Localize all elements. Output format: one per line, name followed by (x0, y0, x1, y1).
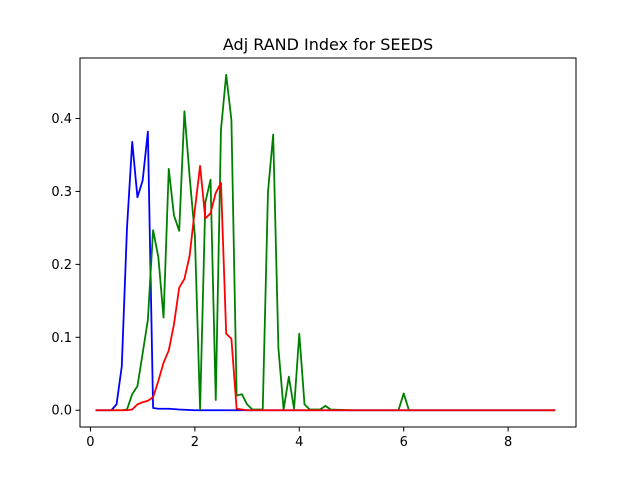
plot-area (80, 58, 576, 427)
y-tick-label: 0.4 (51, 112, 72, 127)
x-tick-label: 2 (191, 435, 199, 450)
x-tick-label: 0 (86, 435, 94, 450)
series-line-2 (95, 73, 556, 412)
y-axis: 0.0 0.1 0.2 0.3 0.4 (51, 112, 80, 419)
y-tick-label: 0.2 (51, 258, 72, 273)
x-axis: 0 2 4 6 8 (86, 427, 512, 450)
y-tick-label: 0.1 (51, 331, 72, 346)
x-tick-label: 6 (400, 435, 408, 450)
chart-title: Adj RAND Index for SEEDS (223, 35, 433, 54)
x-tick-label: 4 (295, 435, 303, 450)
x-tick-label: 8 (504, 435, 512, 450)
y-tick-label: 0.3 (51, 185, 72, 200)
series-layer (95, 73, 556, 412)
plot-frame (79, 57, 577, 428)
series-line-3 (95, 165, 556, 412)
y-tick-label: 0.0 (51, 404, 72, 419)
